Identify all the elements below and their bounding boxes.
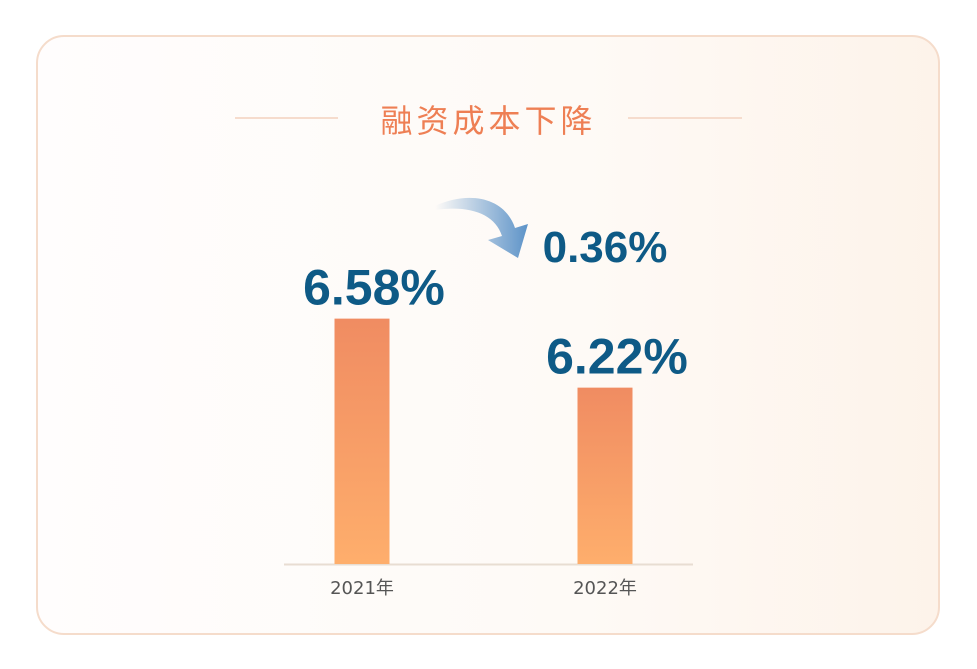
bar-0 [334, 318, 390, 564]
difference-label: 0.36% [543, 223, 668, 272]
title-line-left [235, 117, 338, 119]
decrease-arrow-icon [435, 197, 528, 258]
title-line-right [628, 117, 742, 119]
chart-card [36, 35, 940, 635]
data-label-1: 6.22% [546, 329, 688, 385]
chart-title: 融资成本下降 [380, 102, 597, 140]
bar-1 [577, 387, 633, 564]
data-label-0: 6.58% [303, 260, 445, 316]
x-tick-label-0: 2021年 [330, 578, 394, 599]
x-tick-label-1: 2022年 [573, 578, 637, 599]
